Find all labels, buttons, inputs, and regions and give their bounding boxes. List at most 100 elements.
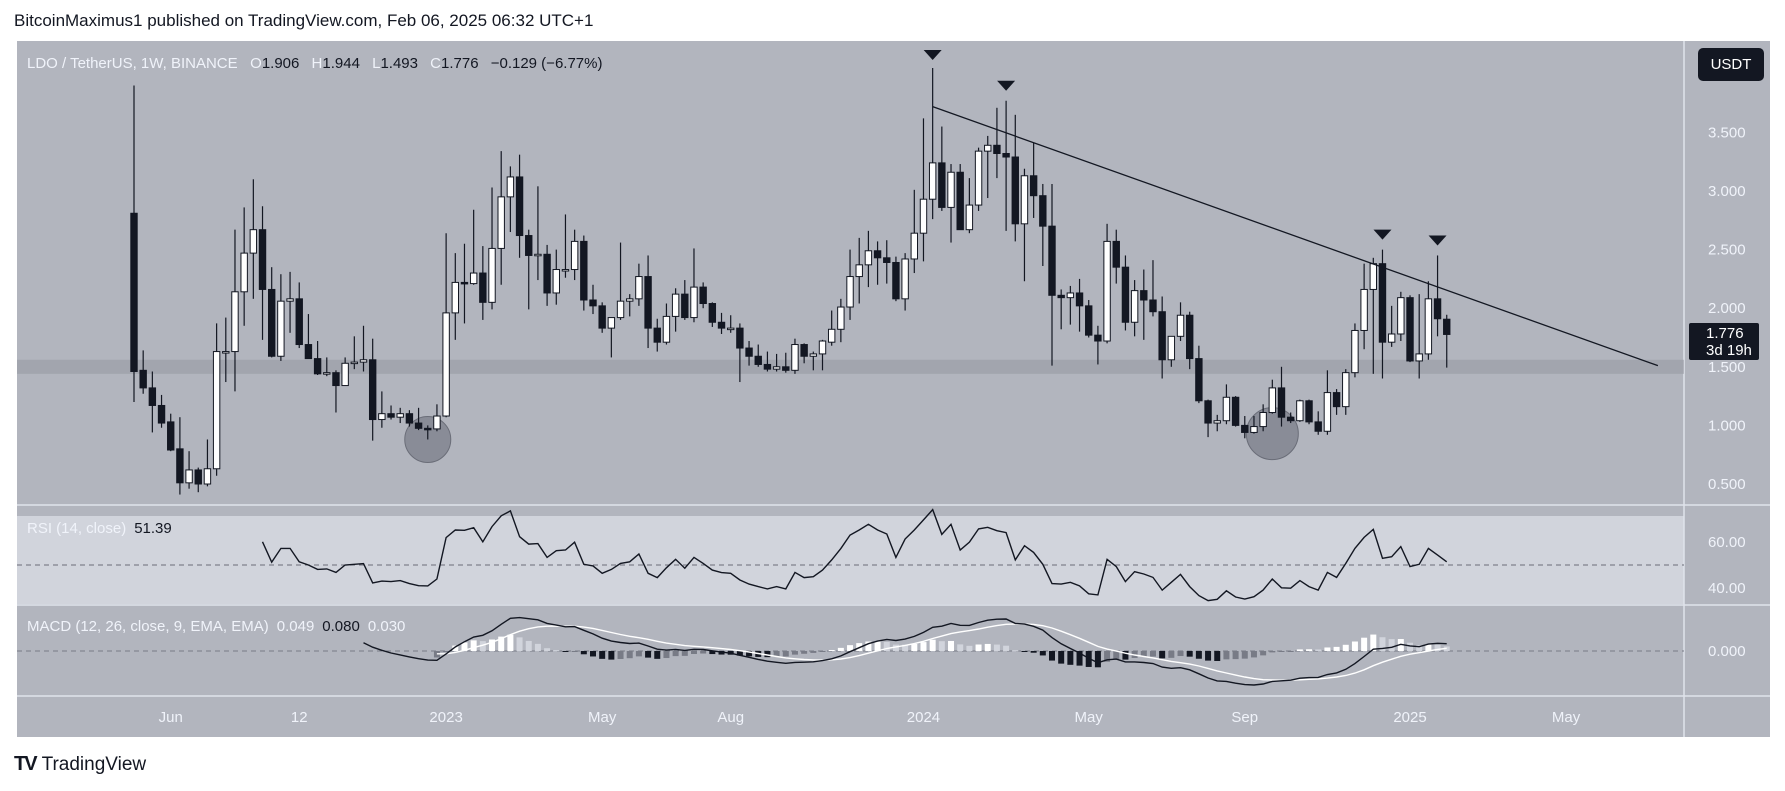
macd-histogram-bar xyxy=(1407,642,1414,651)
candle-up xyxy=(433,415,441,430)
candle-up xyxy=(616,300,625,319)
macd-histogram-bar xyxy=(1186,651,1193,657)
close-label: C xyxy=(430,55,441,72)
candle-down xyxy=(653,327,661,343)
time-axis-tick: 2025 xyxy=(1393,709,1426,726)
candle-down xyxy=(1039,195,1047,227)
macd-histogram-bar xyxy=(1049,651,1055,661)
macd-histogram-bar xyxy=(1003,645,1010,651)
macd-histogram-bar xyxy=(479,641,486,651)
macd-histogram-bar xyxy=(590,651,596,657)
candle-down xyxy=(1121,266,1130,323)
macd-histogram-bar xyxy=(580,651,587,655)
low-label: L xyxy=(372,55,381,72)
macd-histogram-bar xyxy=(534,643,541,651)
macd-histogram-bar xyxy=(690,651,697,654)
candle-down xyxy=(1277,387,1286,418)
macd-histogram-bar xyxy=(562,651,569,652)
macd-histogram-bar xyxy=(966,645,973,651)
macd-histogram-bar xyxy=(911,643,918,651)
candle-up xyxy=(378,413,386,421)
high-label: H xyxy=(311,55,323,72)
candle-down xyxy=(956,171,964,231)
candle-down xyxy=(460,281,469,285)
candle-down xyxy=(387,413,395,418)
macd-histogram-bar xyxy=(801,651,808,654)
candle-down xyxy=(176,448,184,484)
candle-down xyxy=(304,344,313,360)
time-axis-tick: Sep xyxy=(1231,709,1258,726)
price-axis-tick: 2.000 xyxy=(1708,300,1746,317)
close-value: 1.776 xyxy=(441,55,479,72)
candle-up xyxy=(350,361,359,365)
candle-down xyxy=(268,288,276,357)
candle-up xyxy=(286,298,294,302)
price-axis-tick: 3.000 xyxy=(1708,183,1746,200)
macd-histogram-bar xyxy=(736,651,743,656)
candle-down xyxy=(1241,424,1249,433)
price-axis-tick: 2.500 xyxy=(1708,242,1746,259)
rsi-legend: RSI (14, close) 51.39 xyxy=(27,520,172,537)
macd-histogram-bar xyxy=(1260,651,1267,656)
candle-up xyxy=(570,240,579,271)
chart-frame[interactable] xyxy=(17,41,1770,737)
macd-histogram-bar xyxy=(617,651,624,659)
candle-up xyxy=(837,306,845,330)
change-value: −0.129 (−6.77%) xyxy=(490,55,603,72)
macd-histogram-bar xyxy=(892,644,899,651)
rsi-label[interactable]: RSI (14, close) xyxy=(27,520,127,537)
descending-trendline xyxy=(932,106,1659,367)
time-axis-tick: May xyxy=(1552,709,1581,726)
macd-histogram-bar xyxy=(626,651,633,659)
candle-up xyxy=(185,469,193,484)
low-value: 1.493 xyxy=(380,55,418,72)
candle-up xyxy=(635,276,643,300)
macd-legend: MACD (12, 26, close, 9, EMA, EMA) 0.049 0.… xyxy=(27,618,405,635)
rsi-line xyxy=(261,508,1448,602)
candle-up xyxy=(947,171,955,208)
macd-histogram-bar xyxy=(1361,637,1368,651)
macd-histogram-bar xyxy=(764,651,771,658)
candle-up xyxy=(1360,288,1368,331)
macd-histogram-bar xyxy=(929,639,936,651)
currency-button[interactable]: USDT xyxy=(1698,48,1764,81)
macd-histogram-bar xyxy=(1250,651,1257,658)
candle-up xyxy=(249,229,258,254)
candle-down xyxy=(424,427,432,431)
macd-histogram-bar xyxy=(1342,644,1349,651)
candle-up xyxy=(607,317,616,329)
candle-down xyxy=(754,355,762,365)
candle-up xyxy=(690,286,698,319)
candle-down xyxy=(1029,175,1038,197)
symbol-title[interactable]: LDO / TetherUS, 1W, BINANCE xyxy=(27,55,238,72)
rsi-axis-tick: 40.00 xyxy=(1708,580,1746,597)
open-value: 1.906 xyxy=(261,55,300,72)
macd-histogram-bar xyxy=(810,651,817,653)
rsi-axis-tick: 60.00 xyxy=(1708,534,1746,551)
macd-signal-line xyxy=(436,623,1447,681)
candle-up xyxy=(965,204,974,231)
candle-down xyxy=(1443,318,1451,335)
bar-countdown: 3d 19h xyxy=(1706,342,1752,359)
macd-histogram-bar xyxy=(1122,651,1129,660)
candle-up xyxy=(1020,175,1029,225)
macd-histogram-bar xyxy=(874,641,881,651)
candle-up xyxy=(1268,387,1277,414)
macd-histogram-bar xyxy=(498,636,505,651)
candle-down xyxy=(892,261,900,300)
candle-up xyxy=(910,232,918,260)
macd-label[interactable]: MACD (12, 26, close, 9, EMA, EMA) xyxy=(27,618,269,635)
candle-down xyxy=(1112,240,1120,268)
macd-histogram-bar xyxy=(608,651,615,660)
candle-down xyxy=(993,144,1001,154)
candle-down xyxy=(368,359,377,421)
macd-histogram-bar xyxy=(1140,651,1147,657)
macd-histogram-bar xyxy=(1021,651,1028,652)
candle-up xyxy=(662,315,671,343)
candle-down xyxy=(1149,299,1157,313)
macd-histogram-bar xyxy=(984,643,991,651)
candle-up xyxy=(1387,333,1396,343)
macd-histogram-bar xyxy=(1149,651,1156,657)
macd-histogram-bar xyxy=(957,644,964,651)
